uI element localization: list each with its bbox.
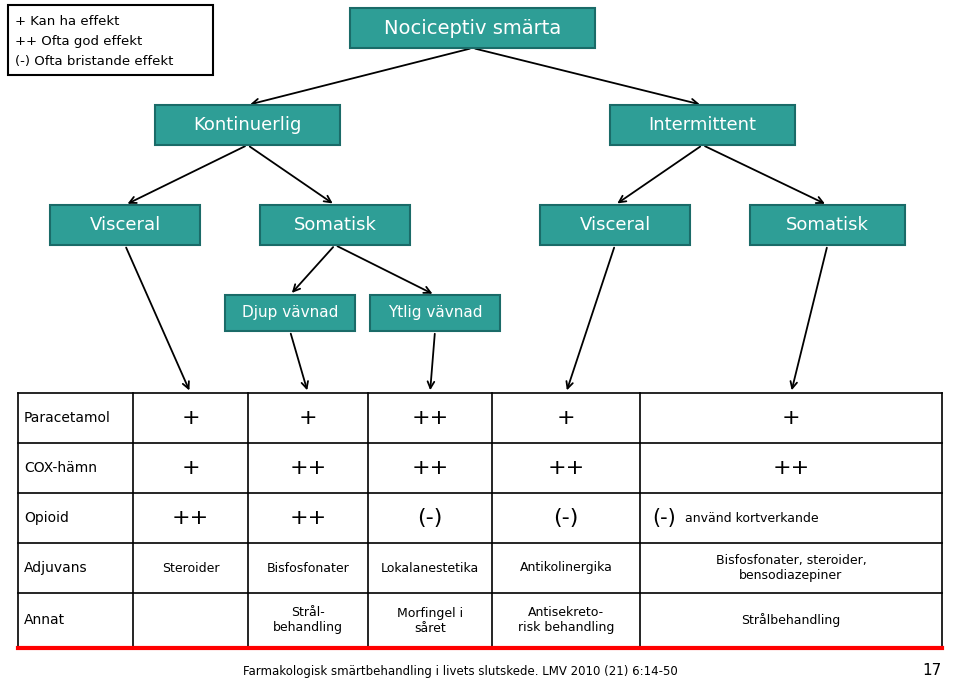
Text: ++: ++ [289,458,326,478]
FancyBboxPatch shape [610,105,795,145]
FancyBboxPatch shape [8,5,213,75]
Text: Kontinuerlig: Kontinuerlig [193,116,301,134]
Text: Somatisk: Somatisk [294,216,376,234]
Text: Annat: Annat [24,614,65,628]
Text: 17: 17 [923,663,942,678]
Text: COX-hämn: COX-hämn [24,461,97,475]
Text: Morfingel i
såret: Morfingel i såret [396,607,463,635]
Text: Djup vävnad: Djup vävnad [242,305,338,321]
Text: (-): (-) [652,508,676,528]
Text: Antisekreto-
risk behandling: Antisekreto- risk behandling [517,607,614,635]
Text: Strål-
behandling: Strål- behandling [273,607,343,635]
Text: ++: ++ [773,458,809,478]
FancyBboxPatch shape [225,295,355,331]
FancyBboxPatch shape [370,295,500,331]
Text: Strålbehandling: Strålbehandling [741,614,841,628]
Text: Adjuvans: Adjuvans [24,561,87,575]
Text: ++: ++ [547,458,585,478]
FancyBboxPatch shape [540,205,690,245]
Text: (-): (-) [553,508,579,528]
Text: använd kortverkande: använd kortverkande [685,512,819,524]
Text: Paracetamol: Paracetamol [24,411,110,425]
FancyBboxPatch shape [350,8,595,48]
Text: Intermittent: Intermittent [649,116,756,134]
Text: Lokalanestetika: Lokalanestetika [381,561,479,575]
Text: Nociceptiv smärta: Nociceptiv smärta [384,18,562,38]
Text: +: + [557,408,575,428]
Text: Farmakologisk smärtbehandling i livets slutskede. LMV 2010 (21) 6:14-50: Farmakologisk smärtbehandling i livets s… [243,665,678,678]
FancyBboxPatch shape [50,205,200,245]
Text: +: + [299,408,318,428]
FancyBboxPatch shape [260,205,410,245]
Text: Ytlig vävnad: Ytlig vävnad [388,305,482,321]
Text: ++: ++ [412,408,448,428]
Text: +: + [181,408,200,428]
Text: Opioid: Opioid [24,511,69,525]
Text: ++: ++ [172,508,209,528]
Text: Somatisk: Somatisk [786,216,869,234]
Text: + Kan ha effekt: + Kan ha effekt [15,15,119,28]
Text: Bisfosfonater: Bisfosfonater [267,561,349,575]
Text: Antikolinergika: Antikolinergika [519,561,612,575]
Text: Visceral: Visceral [89,216,160,234]
Text: ++ Ofta god effekt: ++ Ofta god effekt [15,35,142,48]
Text: +: + [181,458,200,478]
FancyBboxPatch shape [750,205,905,245]
Text: (-) Ofta bristande effekt: (-) Ofta bristande effekt [15,55,174,68]
Text: ++: ++ [289,508,326,528]
Text: +: + [781,408,801,428]
FancyBboxPatch shape [155,105,340,145]
Text: Steroider: Steroider [161,561,219,575]
Text: Visceral: Visceral [580,216,651,234]
Text: Bisfosfonater, steroider,
bensodiazepiner: Bisfosfonater, steroider, bensodiazepine… [715,554,866,582]
Text: (-): (-) [418,508,443,528]
Text: ++: ++ [412,458,448,478]
